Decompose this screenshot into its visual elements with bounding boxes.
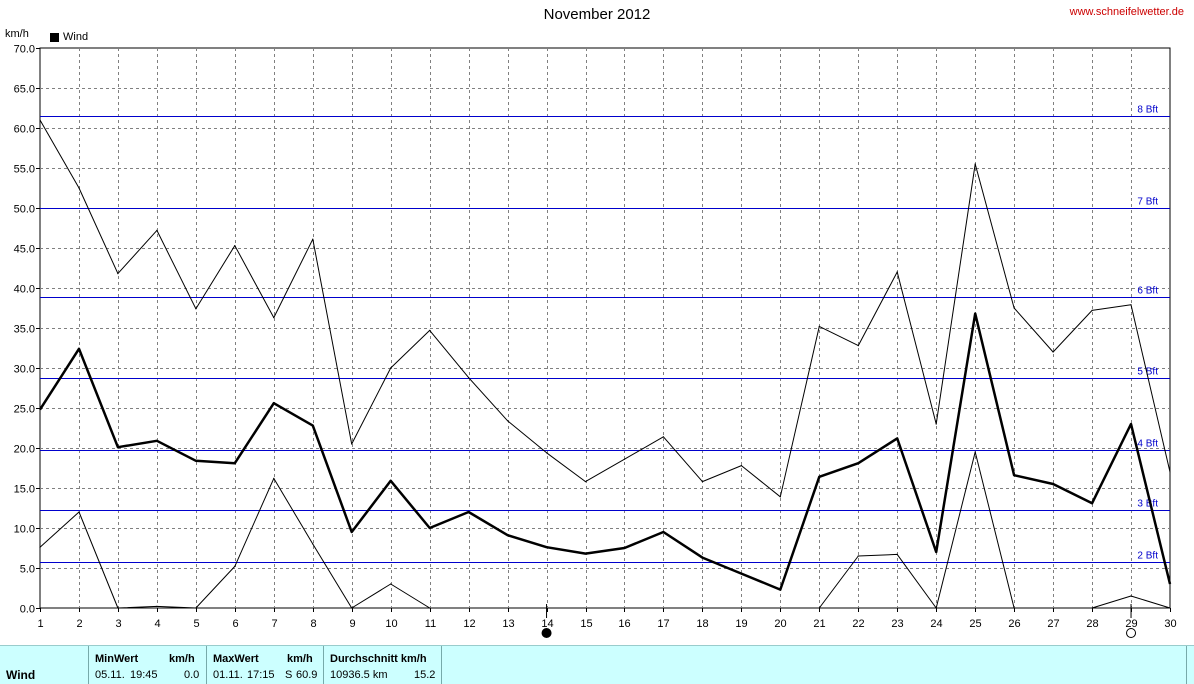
full-moon-icon [1126,628,1137,638]
beaufort-label: 3 Bft [1137,499,1158,510]
y-tick-label: 50.0 [14,204,35,216]
x-tick-label: 15 [580,618,592,630]
avg-distance: 10936.5 km [330,669,388,681]
max-cell: MaxWert km/h 01.11. 17:15 S 60.9 [207,646,324,684]
x-tick-label: 22 [852,618,864,630]
max-time: 17:15 [247,669,275,681]
beaufort-label: 5 Bft [1137,367,1158,378]
series-line-2 [818,451,1015,609]
avg-value: 15.2 [414,669,436,681]
summary-row-label: Wind [6,668,36,682]
x-tick-label: 7 [271,618,277,630]
x-tick-label: 25 [969,618,981,630]
x-tick-label: 12 [463,618,475,630]
min-cell: MinWert km/h 05.11. 19:45 0.0 [89,646,207,684]
y-axis-unit: km/h [5,28,29,40]
beaufort-label: 7 Bft [1137,197,1158,208]
x-tick-label: 10 [385,618,397,630]
x-tick-label: 21 [813,618,825,630]
beaufort-label: 2 Bft [1137,551,1158,562]
summary-label-cell: Wind [0,646,89,684]
x-tick-label: 8 [310,618,316,630]
summary-end [1186,646,1187,684]
x-tick-label: 17 [657,618,669,630]
y-tick-label: 5.0 [20,564,35,576]
summary-table: Wind MinWert km/h 05.11. 19:45 0.0 MaxWe… [0,645,1194,684]
max-direction: S [285,669,293,681]
x-tick-label: 20 [774,618,786,630]
min-unit: km/h [169,653,195,665]
x-tick-label: 6 [232,618,238,630]
y-tick-label: 70.0 [14,44,35,56]
series-line-1 [39,119,1171,498]
y-tick-label: 0.0 [20,604,35,616]
y-tick-label: 45.0 [14,244,35,256]
y-tick-label: 10.0 [14,524,35,536]
max-header: MaxWert [213,653,259,665]
min-time: 19:45 [130,669,158,681]
max-date: 01.11. [213,669,243,681]
max-value: 60.9 [296,669,318,681]
x-tick-label: 27 [1047,618,1059,630]
series-line-0 [38,312,1172,591]
series-line-2 [1091,595,1171,609]
x-tick-label: 13 [502,618,514,630]
wind-chart: 0.0 5.0 10.0 15.0 20.0 25.0 30.0 35.0 40.0 45.0 50… [14,44,1177,638]
x-tick-label: 28 [1086,618,1098,630]
y-tick-label: 25.0 [14,404,35,416]
x-tick-label: 29 [1125,618,1137,630]
legend: Wind [50,31,88,43]
min-header: MinWert [95,653,139,665]
min-date: 05.11. [95,669,125,681]
y-tick-label: 15.0 [14,484,35,496]
y-tick-label: 35.0 [14,324,35,336]
x-tick-label: 24 [930,618,942,630]
site-link[interactable]: www.schneifelwetter.de [1069,6,1184,18]
x-tick-label: 9 [349,618,355,630]
x-tick-label: 3 [115,618,121,630]
min-value: 0.0 [184,669,200,681]
x-tick-label: 4 [154,618,160,630]
x-tick-label: 11 [425,618,436,630]
x-tick-label: 26 [1008,618,1020,630]
legend-swatch [50,32,59,42]
beaufort-label: 8 Bft [1137,105,1158,116]
y-tick-label: 30.0 [14,364,35,376]
x-tick-label: 14 [541,618,553,630]
max-unit: km/h [287,653,313,665]
x-tick-label: 23 [891,618,903,630]
series-line-2 [39,477,430,609]
y-tick-label: 55.0 [14,164,35,176]
avg-header: Durchschnitt km/h [330,653,427,665]
chart-title: November 2012 [543,6,651,23]
x-tick-label: 16 [618,618,630,630]
x-tick-label: 2 [76,618,82,630]
avg-cell: Durchschnitt km/h 10936.5 km 15.2 [324,646,442,684]
x-tick-label: 5 [193,618,199,630]
y-tick-label: 60.0 [14,124,35,136]
beaufort-label: 4 Bft [1137,439,1158,450]
y-tick-label: 40.0 [14,284,35,296]
y-tick-label: 65.0 [14,84,35,96]
beaufort-label: 6 Bft [1137,286,1158,297]
new-moon-icon [541,628,552,638]
x-tick-label: 1 [37,618,43,630]
y-tick-label: 20.0 [14,444,35,456]
x-tick-label: 19 [735,618,747,630]
x-tick-label: 30 [1164,618,1176,630]
legend-label: Wind [63,31,89,43]
x-tick-label: 18 [696,618,708,630]
